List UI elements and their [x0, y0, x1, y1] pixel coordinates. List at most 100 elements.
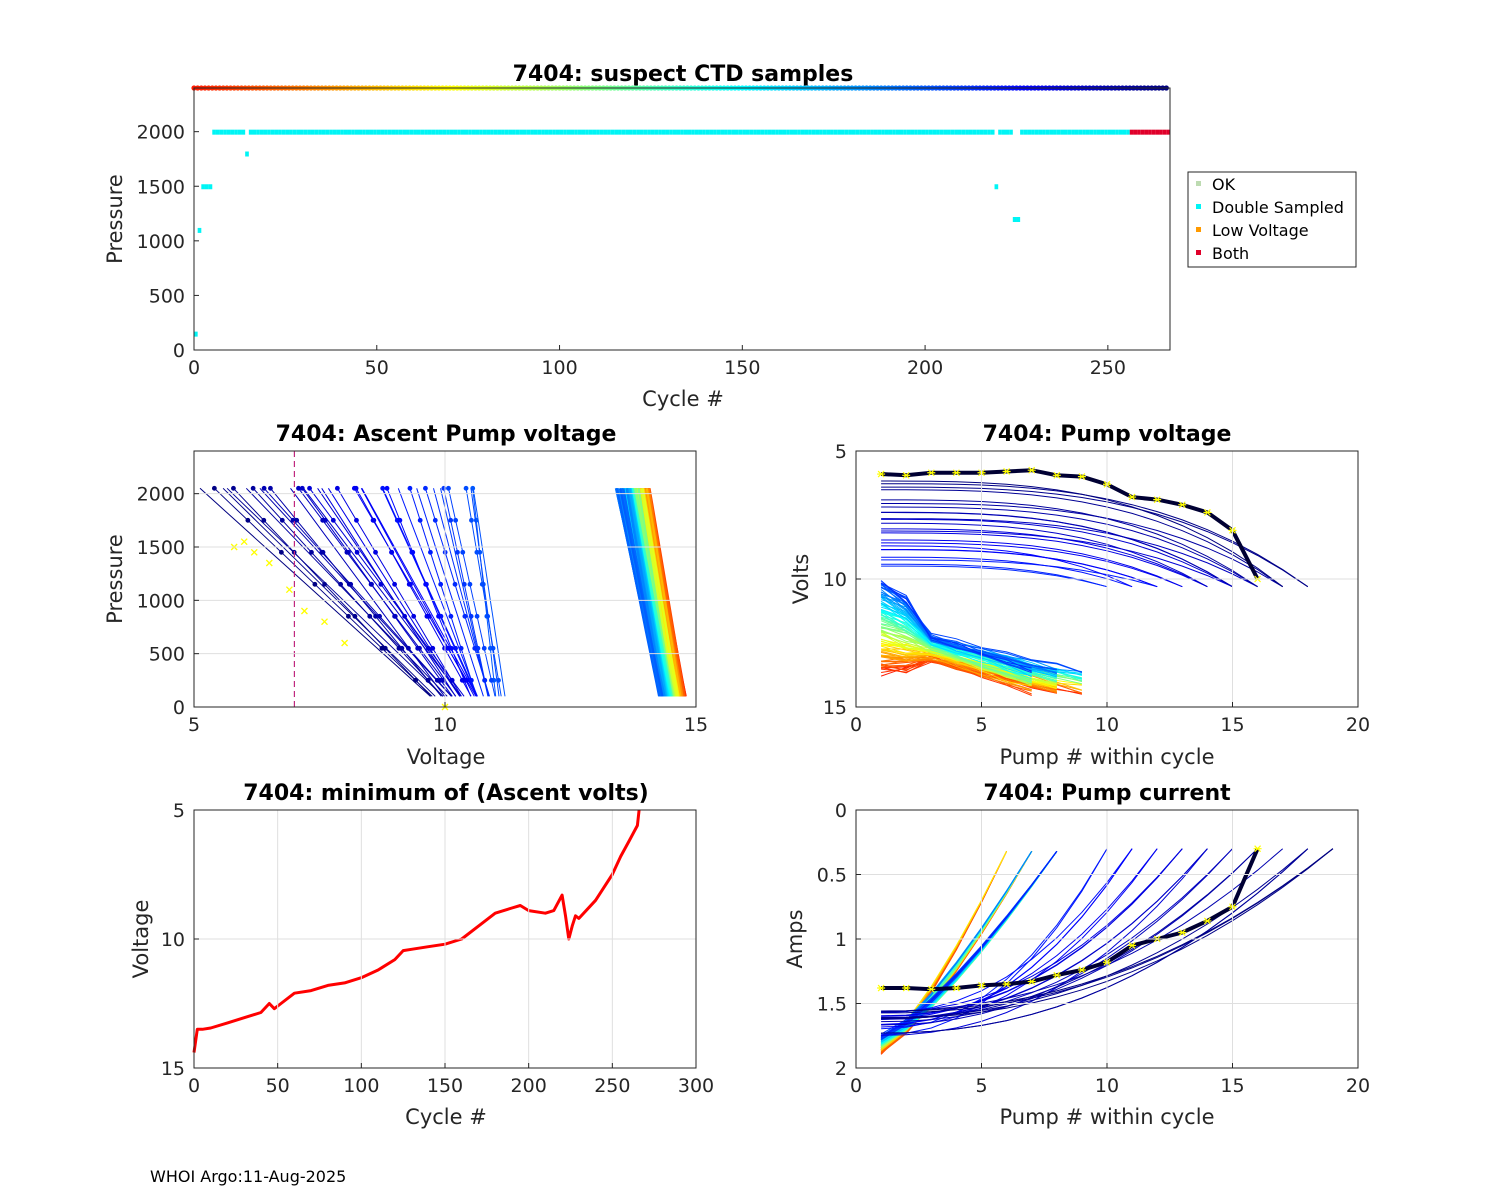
double-sampled-mark — [574, 129, 578, 135]
ascent-profile-line — [382, 488, 478, 697]
footer-credit: WHOI Argo:11-Aug-2025 — [150, 1167, 346, 1186]
double-sampled-mark — [351, 129, 355, 135]
double-sampled-mark — [1053, 129, 1057, 135]
double-sampled-mark — [830, 129, 834, 135]
ascent-profile-line — [448, 488, 496, 697]
latest-cycle-voltage-marker — [952, 469, 961, 477]
plot-frame — [193, 450, 697, 708]
latest-cycle-current-marker — [1128, 942, 1137, 949]
x-tick-label: 50 — [266, 1075, 290, 1097]
latest-cycle-voltage-marker — [1178, 501, 1187, 509]
x-tick-label: 0 — [188, 1075, 200, 1097]
pump-voltage-line — [880, 644, 1032, 687]
ascent-profile-point — [320, 549, 326, 555]
double-sampled-mark — [881, 129, 885, 135]
double-sampled-mark — [223, 129, 227, 135]
double-sampled-mark — [274, 129, 279, 135]
latest-cycle-voltage-marker — [1153, 496, 1162, 504]
double-sampled-mark — [1082, 129, 1086, 135]
double-sampled-mark — [457, 129, 461, 135]
double-sampled-mark — [654, 129, 659, 135]
double-sampled-mark — [877, 129, 882, 135]
double-sampled-mark — [1005, 129, 1010, 135]
double-sampled-mark — [577, 129, 582, 135]
double-sampled-mark — [402, 129, 407, 135]
double-sampled-mark — [844, 129, 849, 135]
ascent-profile-point — [371, 517, 377, 523]
latest-cycle-voltage-marker — [1002, 468, 1011, 475]
double-sampled-mark — [427, 129, 432, 135]
double-sampled-mark — [639, 129, 644, 135]
double-sampled-mark — [1118, 129, 1123, 135]
pump-voltage-line — [881, 539, 1183, 588]
double-sampled-mark — [1012, 217, 1017, 222]
ascent-profile-point — [268, 485, 273, 491]
ascent-profile-point — [392, 613, 398, 619]
latest-cycle-voltage-marker — [877, 470, 886, 478]
double-sampled-mark — [782, 129, 787, 135]
double-sampled-mark — [512, 129, 516, 135]
double-sampled-mark — [833, 129, 838, 135]
double-sampled-mark — [387, 129, 392, 135]
ascent-profile-point — [392, 581, 397, 587]
double-sampled-mark — [636, 129, 640, 135]
double-sampled-mark — [300, 129, 304, 135]
double-sampled-mark — [204, 184, 209, 190]
ascent-profile-point — [467, 581, 473, 587]
double-sampled-mark — [1016, 217, 1021, 222]
pump-voltage-line — [881, 512, 1233, 588]
ascent-profile-point — [406, 645, 411, 651]
double-sampled-mark — [698, 129, 703, 135]
double-sampled-mark — [416, 129, 421, 135]
double-sampled-mark — [281, 129, 286, 135]
ascent-profile-point — [373, 613, 378, 619]
pump-voltage-line — [881, 559, 1158, 588]
ascent-profile-point — [367, 613, 373, 619]
double-sampled-mark — [362, 129, 366, 135]
double-sampled-mark — [533, 129, 538, 135]
y-tick-label: 1 — [835, 929, 847, 951]
ascent-profile-point — [463, 485, 469, 491]
ascent-profile-point — [250, 485, 256, 491]
both-sample-mark — [1166, 129, 1170, 135]
ascent-profile-point — [344, 549, 350, 555]
double-sampled-mark — [731, 129, 736, 135]
double-sampled-mark — [899, 129, 904, 135]
double-sampled-mark — [420, 129, 425, 135]
double-sampled-mark — [797, 129, 801, 135]
y-tick-label: 10 — [823, 569, 847, 591]
legend-both-swatch — [1196, 250, 1201, 255]
y-tick-label: 500 — [149, 644, 185, 666]
double-sampled-mark — [979, 129, 984, 135]
double-sampled-mark — [497, 129, 502, 135]
double-sampled-mark — [1001, 129, 1006, 135]
ascent-profile-point — [455, 549, 460, 555]
double-sampled-mark — [318, 129, 322, 135]
double-sampled-mark — [340, 129, 344, 135]
double-sampled-mark — [1100, 129, 1105, 135]
ascent-profile-line — [360, 488, 475, 697]
ascent-profile-line — [433, 488, 490, 697]
ascent-profile-line — [298, 487, 457, 697]
double-sampled-mark — [212, 129, 216, 135]
double-sampled-mark — [278, 129, 282, 135]
latest-cycle-current-marker — [902, 984, 911, 992]
pump-voltage-line — [881, 545, 1133, 588]
double-sampled-mark — [1085, 129, 1090, 135]
ascent-profile-point — [428, 549, 433, 555]
ascent-profile-point — [448, 517, 454, 523]
low-voltage-marker — [250, 548, 258, 556]
double-sampled-mark — [289, 129, 293, 135]
double-sampled-mark — [1042, 129, 1046, 135]
ascent-profile-point — [423, 581, 429, 587]
pump-voltage-line — [881, 565, 1108, 588]
both-sample-mark — [1151, 129, 1156, 135]
double-sampled-mark — [1122, 129, 1127, 135]
double-sampled-mark — [1045, 129, 1050, 135]
double-sampled-mark — [303, 129, 308, 135]
double-sampled-mark — [742, 129, 746, 135]
ascent-profile-point — [231, 485, 236, 491]
x-tick-label: 5 — [975, 714, 987, 736]
y-tick-label: 2 — [835, 1058, 847, 1080]
ascent-profile-point — [278, 549, 284, 555]
